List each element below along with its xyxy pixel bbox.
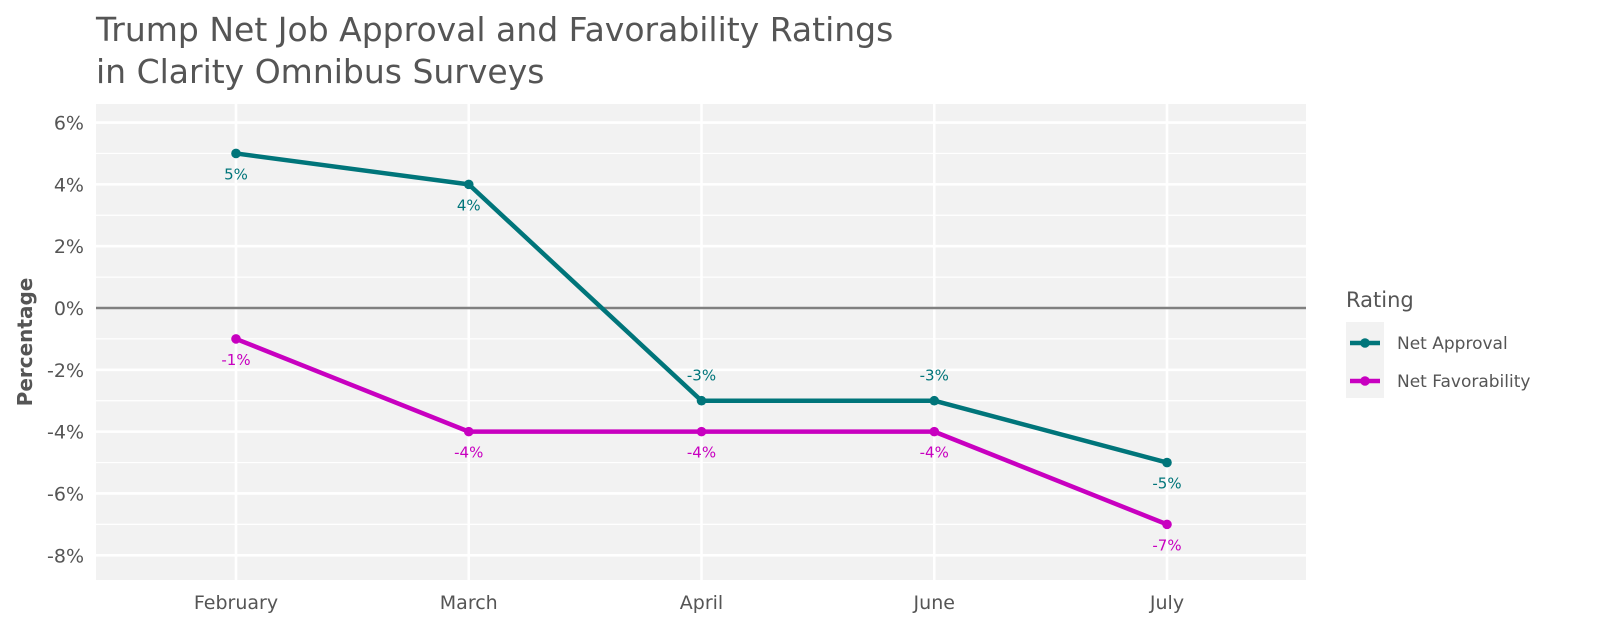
legend-entry: Net Approval [1350, 334, 1508, 354]
y-tick-label: 2% [54, 236, 84, 258]
x-tick-label: March [440, 592, 498, 614]
legend-label: Net Favorability [1397, 372, 1530, 392]
chart-title-line-1: Trump Net Job Approval and Favorability … [95, 10, 893, 49]
y-tick-label: -4% [47, 422, 84, 444]
data-label: 5% [224, 165, 248, 183]
data-point [696, 395, 707, 406]
legend-entry: Net Favorability [1350, 372, 1530, 392]
y-tick-label: 0% [54, 298, 84, 320]
x-tick-label: June [913, 592, 955, 614]
data-label: -4% [454, 444, 483, 462]
data-label: -3% [687, 367, 716, 385]
data-point [696, 426, 707, 437]
legend-key-background [1346, 322, 1384, 398]
data-point [231, 148, 241, 159]
chart-title-line-2: in Clarity Omnibus Surveys [96, 52, 544, 91]
data-point [463, 179, 474, 190]
y-tick-label: -2% [47, 360, 84, 382]
y-tick-label: 4% [54, 174, 84, 196]
legend-swatch-point [1360, 376, 1370, 386]
legend-swatch-point [1360, 338, 1370, 348]
data-label: -4% [687, 444, 716, 462]
data-label: -3% [920, 367, 949, 385]
series-layer: 5% 4% -3% -3% -5% -1% -4% -4% -4% -7% [221, 148, 1182, 554]
data-label: -5% [1152, 475, 1181, 493]
y-axis-title: Percentage [13, 278, 37, 407]
data-point [1162, 457, 1172, 468]
y-tick-label: -8% [47, 545, 84, 567]
series-net-approval: 5% 4% -3% -3% -5% [224, 148, 1182, 493]
legend-label: Net Approval [1397, 334, 1508, 354]
data-point [231, 334, 241, 344]
y-tick-label: 6% [54, 113, 84, 135]
x-tick-label: April [680, 592, 723, 614]
legend-title: Rating [1346, 288, 1414, 312]
y-axis: 6% 4% 2% 0% -2% -4% -6% -8% [47, 113, 84, 568]
grid-lines [96, 104, 1306, 580]
data-point [463, 426, 474, 437]
series-net-favorability: -1% -4% -4% -4% -7% [221, 334, 1182, 554]
data-label: -7% [1152, 536, 1181, 554]
legend: Rating Net Approval Net Favorability [1346, 288, 1530, 398]
data-point [929, 426, 940, 437]
data-label: 4% [457, 196, 481, 214]
data-label: -4% [920, 444, 949, 462]
x-axis: February March April June July [194, 592, 1184, 614]
y-tick-label: -6% [47, 483, 84, 505]
chart-title: Trump Net Job Approval and Favorability … [95, 10, 893, 91]
data-point [929, 395, 940, 406]
x-tick-label: July [1149, 592, 1184, 614]
data-point [1162, 519, 1172, 530]
data-label: -1% [221, 351, 250, 369]
x-tick-label: February [194, 592, 278, 614]
